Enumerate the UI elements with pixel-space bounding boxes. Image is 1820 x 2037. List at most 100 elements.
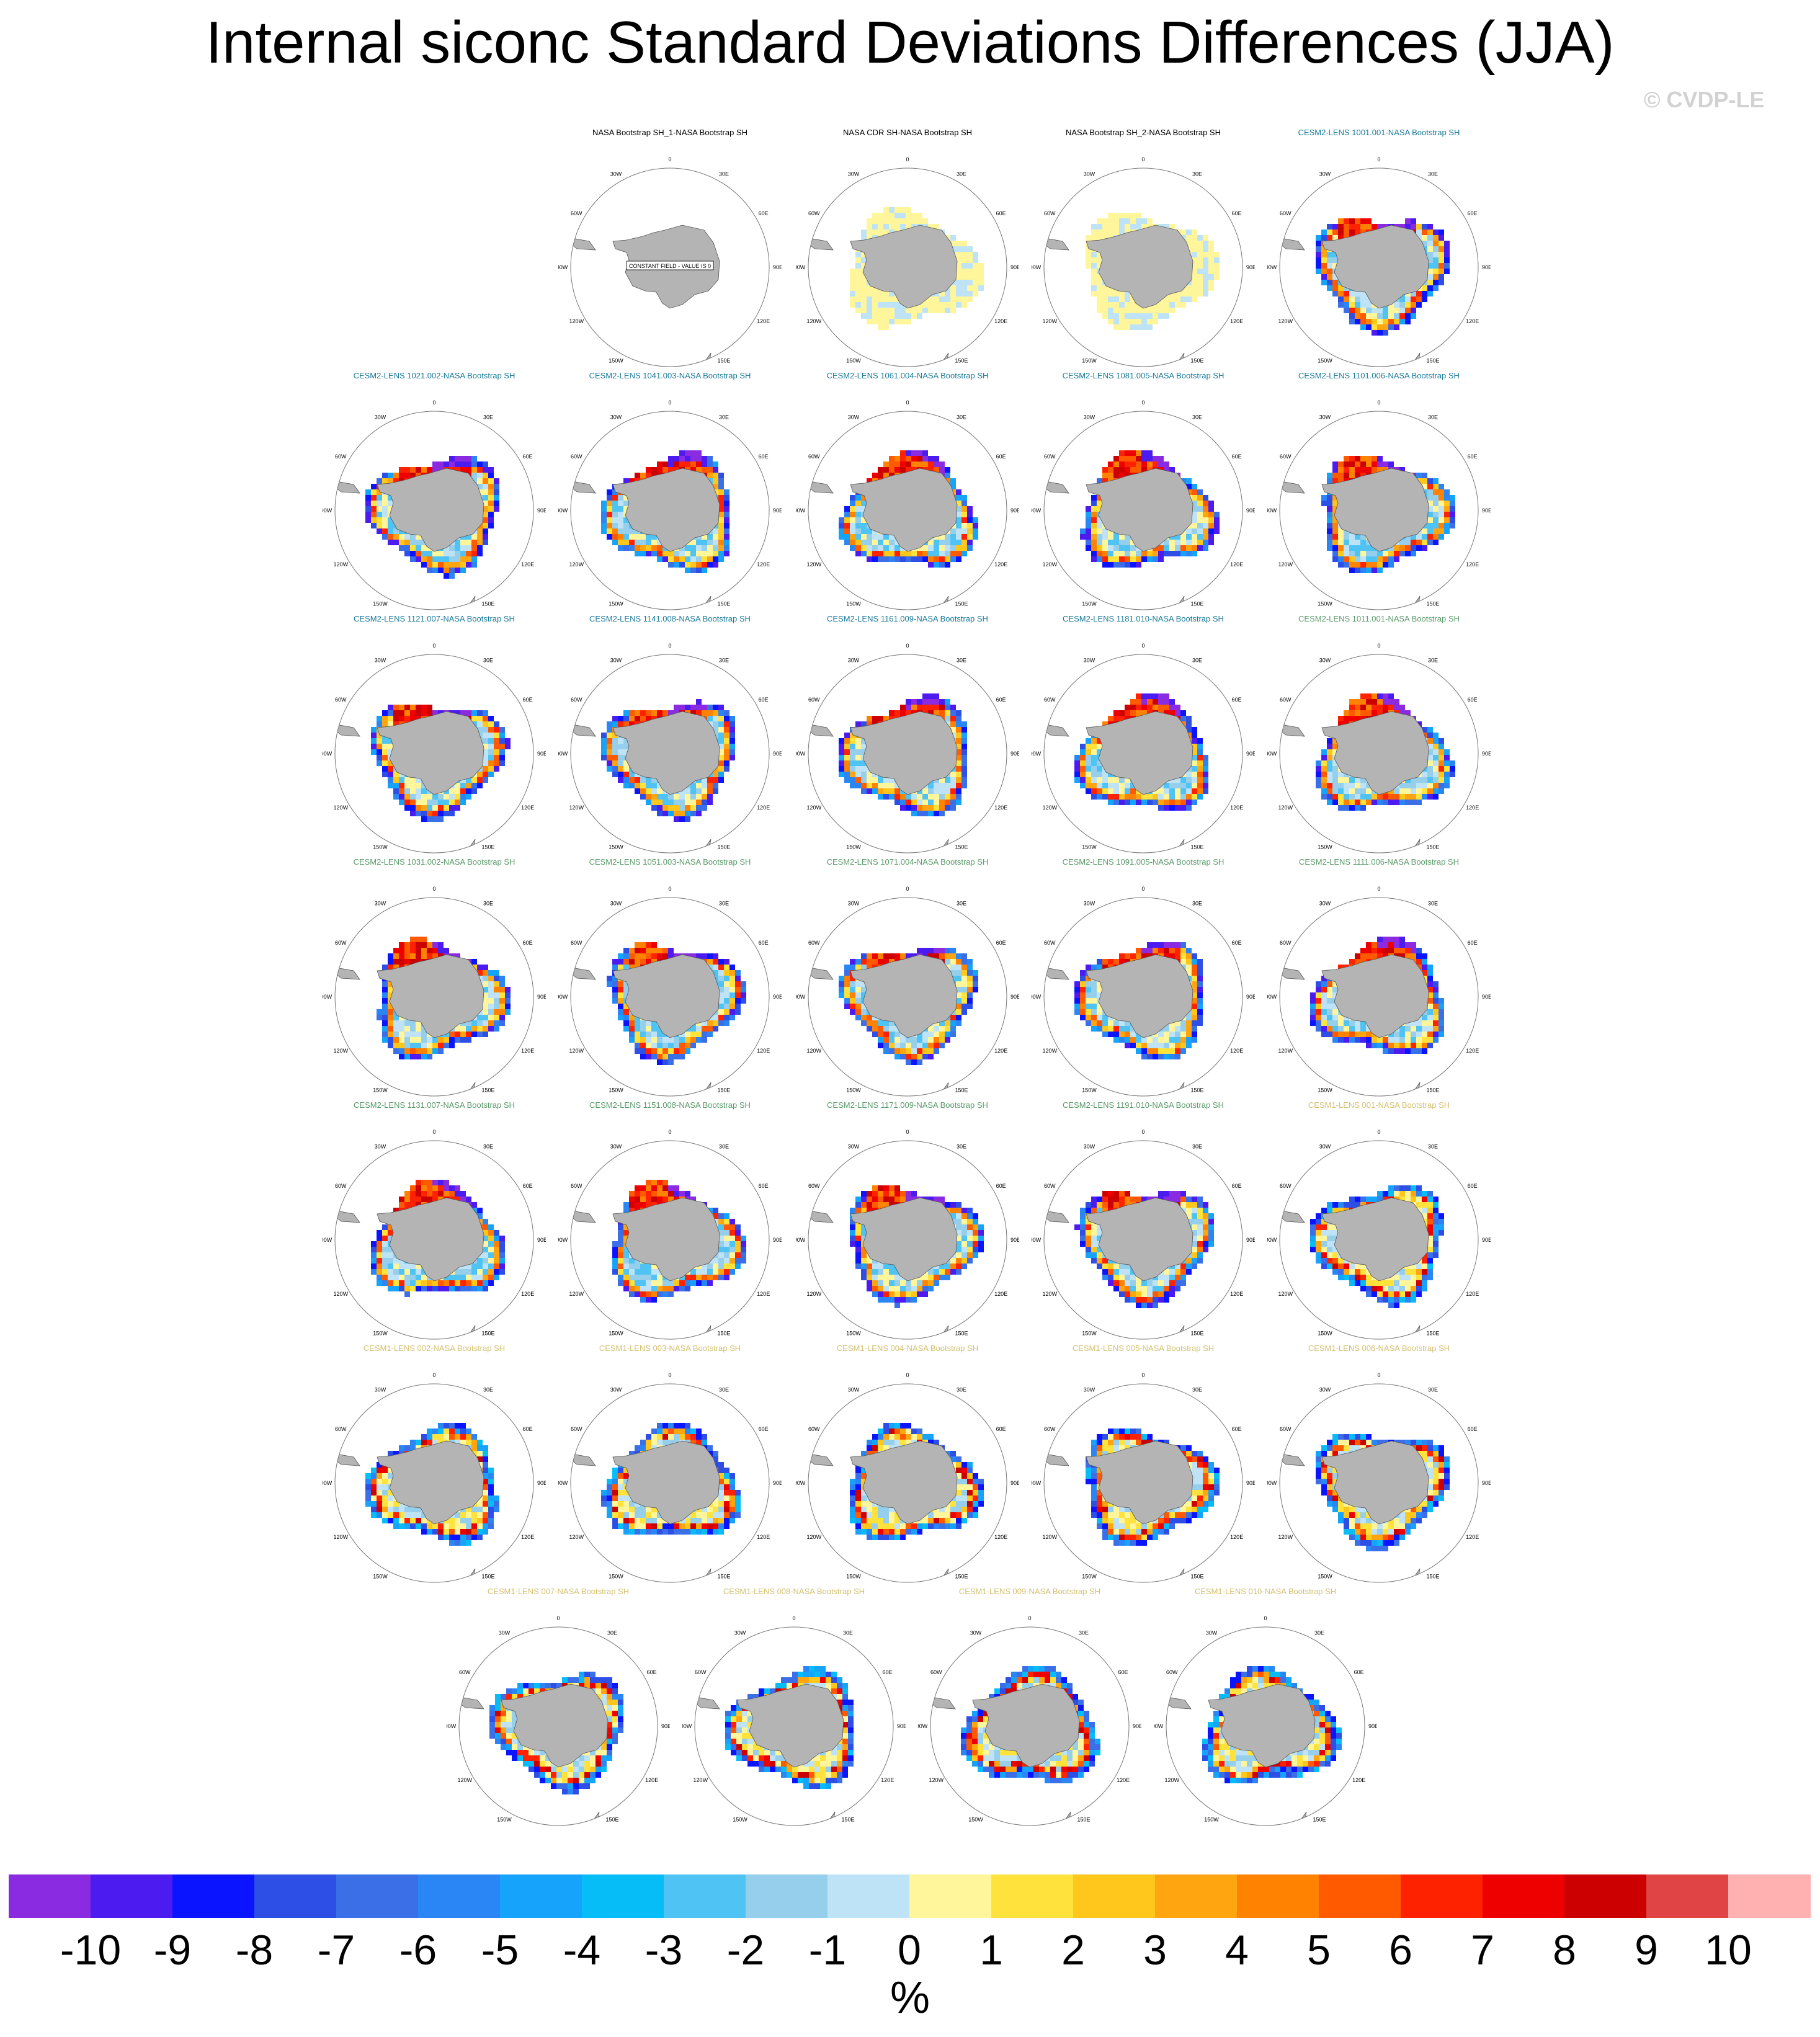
sea-ice-cell [1180, 783, 1186, 788]
longitude-label: 30W [610, 657, 622, 663]
sea-ice-cell [1175, 551, 1180, 556]
sea-ice-cell [1119, 794, 1125, 800]
sea-ice-cell [1422, 727, 1427, 733]
longitude-label: 120E [521, 1048, 534, 1054]
sea-ice-cell [1203, 788, 1208, 794]
sea-ice-cell [455, 551, 460, 556]
sea-ice-cell [1366, 551, 1372, 556]
sea-ice-cell [455, 1026, 460, 1032]
sea-ice-cell [1422, 788, 1427, 794]
sea-ice-cell [894, 540, 900, 545]
sea-ice-cell [668, 562, 674, 568]
sea-ice-cell [934, 699, 939, 705]
sea-ice-cell [861, 235, 867, 241]
sea-ice-cell [483, 534, 488, 540]
longitude-label: 150E [1190, 601, 1203, 607]
sea-ice-cell [883, 296, 889, 302]
sea-ice-cell [878, 213, 883, 218]
sea-ice-cell [1433, 252, 1439, 257]
sea-ice-cell [371, 733, 377, 738]
sea-ice-cell [1377, 699, 1383, 705]
sea-ice-cell [455, 540, 460, 545]
sea-ice-cell [1141, 467, 1147, 473]
sea-ice-cell [438, 794, 444, 800]
sea-ice-cell [1349, 467, 1355, 473]
sea-ice-cell [607, 733, 612, 738]
sea-ice-cell [1153, 551, 1158, 556]
sea-ice-cell [488, 478, 494, 484]
sea-ice-cell [623, 766, 629, 772]
sea-ice-cell [1130, 800, 1136, 805]
sea-ice-cell [483, 992, 488, 998]
sea-ice-cell [844, 517, 850, 523]
sea-ice-cell [1394, 313, 1399, 319]
sea-ice-cell [432, 1037, 438, 1043]
sea-ice-cell [393, 1026, 399, 1032]
sea-ice-cell [1147, 308, 1153, 313]
sea-ice-cell [861, 738, 867, 744]
sea-ice-cell [1394, 556, 1399, 562]
sea-ice-cell [1355, 783, 1360, 788]
sea-ice-cell [382, 749, 388, 755]
antarctica-landmass [1321, 711, 1429, 795]
sea-ice-cell [1197, 252, 1203, 257]
sea-ice-cell [1427, 744, 1433, 749]
sea-ice-cell [1321, 760, 1327, 766]
sea-ice-cell [1444, 257, 1450, 263]
sea-ice-cell [702, 556, 707, 562]
sea-ice-cell [690, 562, 696, 568]
sea-ice-cell [855, 551, 861, 556]
sea-ice-cell [499, 987, 505, 992]
sea-ice-cell [679, 456, 685, 461]
sea-ice-cell [651, 1020, 657, 1026]
sea-ice-cell [702, 800, 707, 805]
sea-ice-cell [1427, 794, 1433, 800]
sea-ice-cell [961, 721, 967, 727]
sea-ice-cell [404, 783, 410, 788]
longitude-label: 30E [483, 657, 493, 663]
sea-ice-cell [844, 534, 850, 540]
sea-ice-cell [499, 976, 505, 981]
sea-ice-cell [894, 218, 900, 224]
sea-ice-cell [939, 296, 945, 302]
sea-ice-cell [724, 528, 729, 534]
sea-ice-cell [410, 783, 416, 788]
sea-ice-cell [1444, 512, 1450, 517]
sea-ice-cell [449, 568, 455, 573]
sea-ice-cell [635, 551, 640, 556]
sea-ice-cell [1433, 794, 1439, 800]
sea-ice-cell [1338, 467, 1344, 473]
sea-ice-cell [1377, 456, 1383, 461]
sea-ice-cell [1169, 710, 1175, 716]
sea-ice-cell [1366, 461, 1372, 467]
sea-ice-cell [410, 1048, 416, 1054]
sea-ice-cell [1355, 568, 1360, 573]
sea-ice-cell [1422, 241, 1427, 246]
sea-ice-cell [894, 545, 900, 551]
sea-ice-cell [883, 313, 889, 319]
sea-ice-cell [934, 953, 939, 959]
sea-ice-cell [438, 1048, 444, 1054]
sea-ice-cell [718, 755, 724, 760]
sea-ice-cell [612, 512, 618, 517]
sea-ice-cell [657, 1048, 662, 1054]
sea-ice-cell [1192, 269, 1197, 274]
sea-ice-cell [416, 467, 421, 473]
sea-ice-cell [939, 556, 945, 562]
sea-ice-cell [844, 755, 850, 760]
sea-ice-cell [1197, 274, 1203, 280]
sea-ice-cell [1355, 534, 1360, 540]
sea-ice-cell [488, 981, 494, 987]
longitude-label: 90W [796, 264, 806, 270]
sea-ice-cell [878, 324, 883, 330]
sea-ice-cell [1427, 257, 1433, 263]
sea-ice-cell [1203, 523, 1208, 528]
sea-ice-cell [956, 302, 961, 308]
sea-ice-cell [494, 506, 499, 512]
sea-ice-cell [707, 562, 713, 568]
sea-ice-cell [466, 467, 471, 473]
sea-ice-cell [477, 772, 483, 777]
sea-ice-cell [651, 1043, 657, 1048]
sea-ice-cell [1203, 501, 1208, 506]
sea-ice-cell [640, 1032, 646, 1037]
